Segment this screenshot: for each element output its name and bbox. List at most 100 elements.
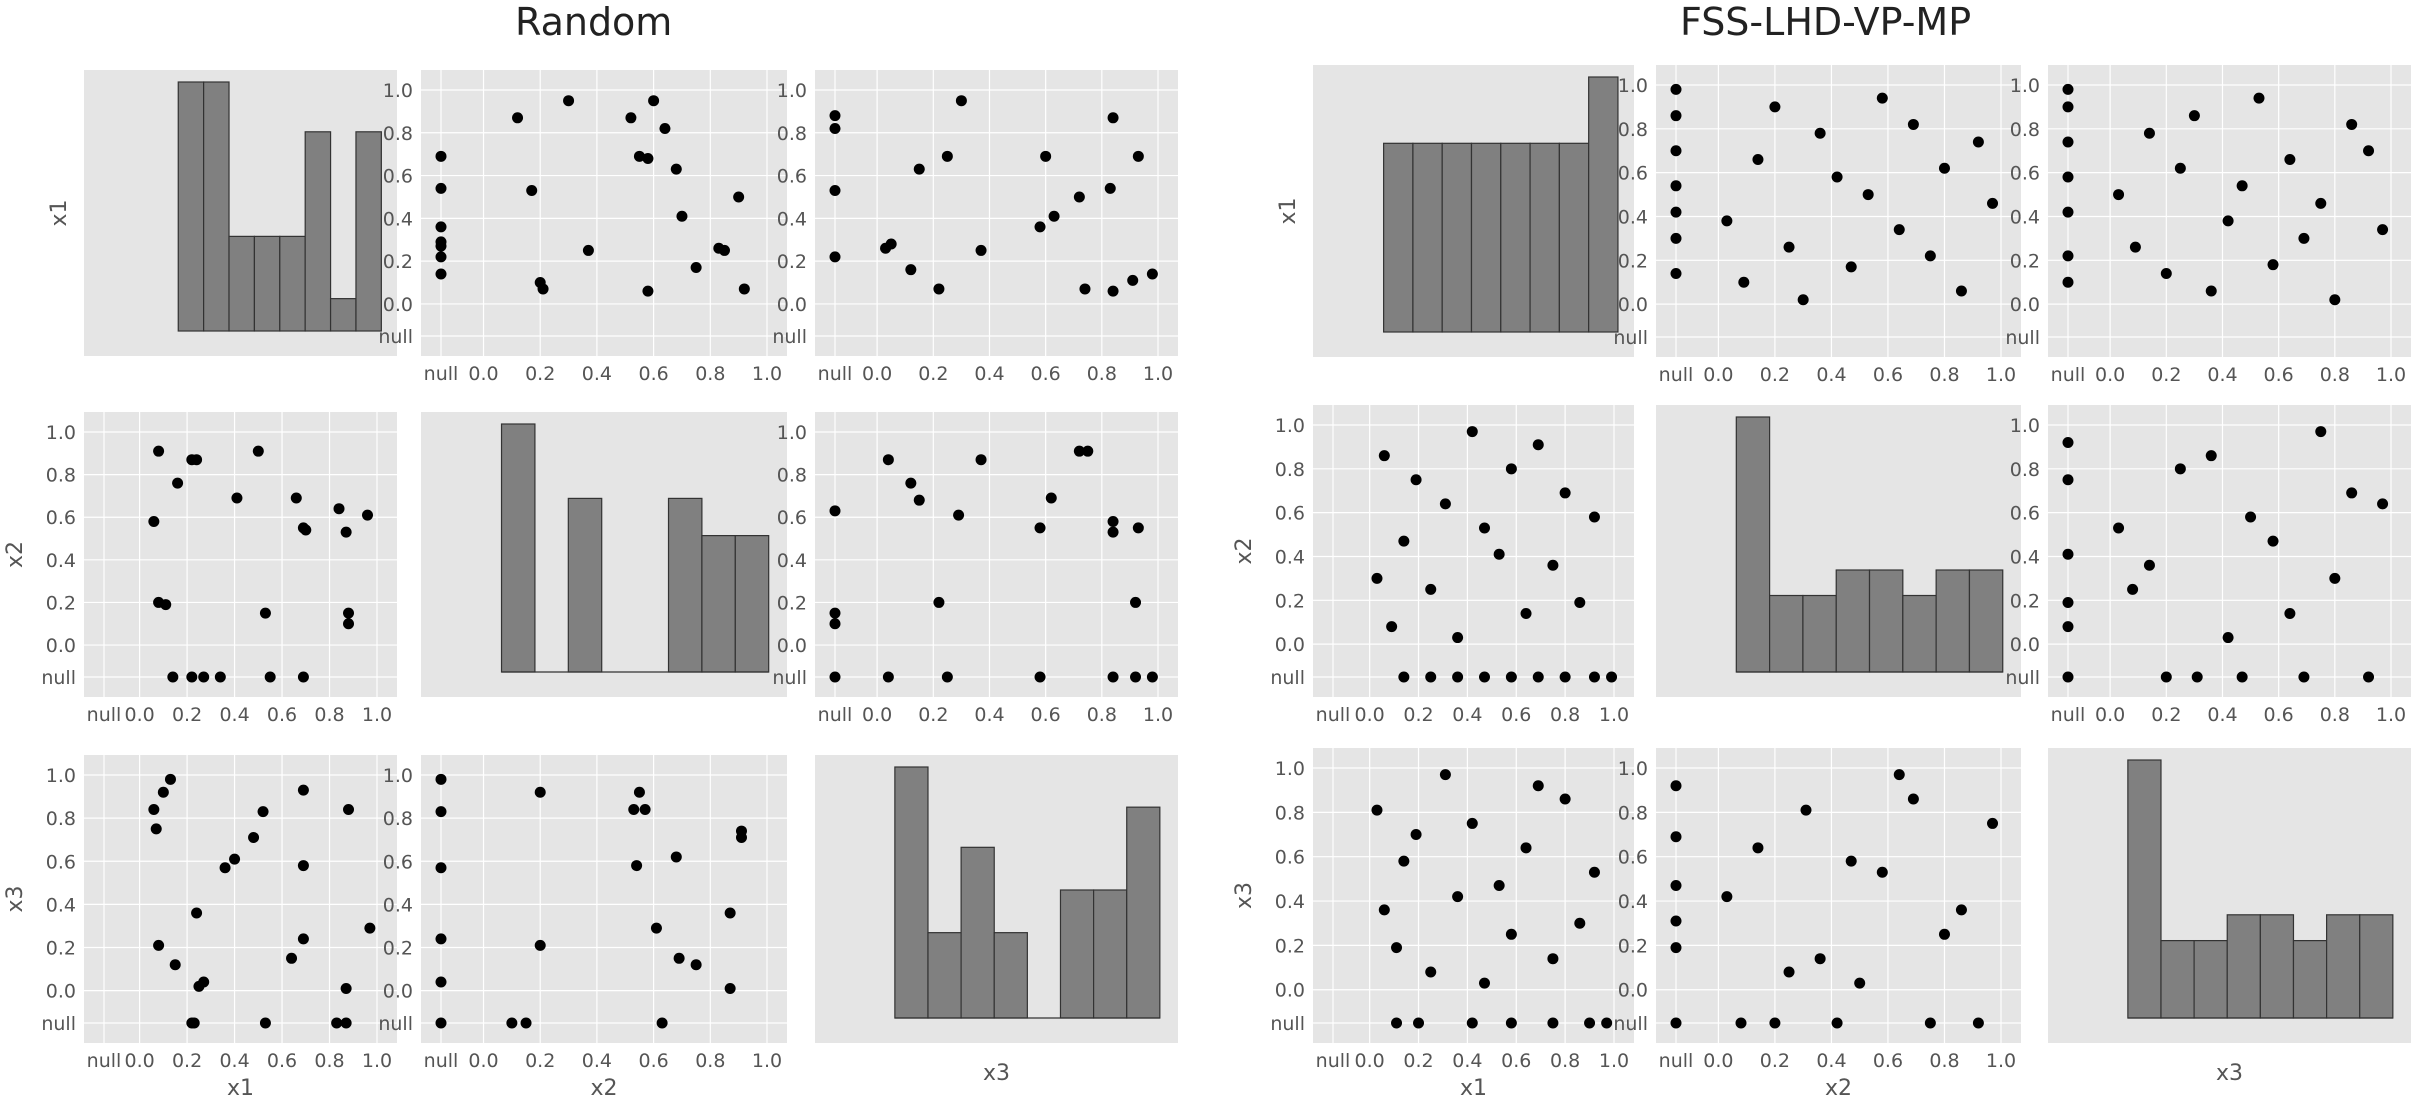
x-axis-label-x1: x1 [227, 1076, 254, 1101]
subplot-1-1-0 [1313, 405, 1634, 697]
y-tick-label: 0.6 [46, 507, 76, 529]
scatter-point [690, 959, 702, 971]
scatter-point [1532, 780, 1544, 792]
scatter-point [941, 671, 953, 683]
scatter-point [1391, 942, 1403, 954]
plot-background [1313, 405, 1634, 697]
y-tick-label: 0.2 [46, 592, 76, 614]
scatter-point [885, 238, 897, 250]
scatter-point [1924, 1017, 1936, 1029]
scatter-point [153, 445, 165, 457]
plot-background [84, 755, 397, 1043]
scatter-point [628, 804, 640, 816]
x-tick-label: 1.0 [1986, 364, 2016, 386]
y-tick-label: 0.8 [1618, 802, 1648, 824]
scatter-point [1670, 83, 1682, 95]
x-tick-label: 0.2 [1403, 1050, 1433, 1072]
scatter-point [2222, 215, 2234, 227]
scatter-point [1893, 224, 1905, 236]
histogram-bar [1802, 594, 1837, 673]
y-tick-label: 0.2 [1618, 935, 1648, 957]
x-tick-label: 0.8 [314, 704, 344, 726]
scatter-point [164, 773, 176, 785]
scatter-point [1466, 426, 1478, 438]
y-tick-label: null [1270, 667, 1305, 689]
scatter-point [169, 959, 181, 971]
subplot-0-1-0 [84, 412, 397, 697]
scatter-point [1034, 671, 1046, 683]
x-tick-label: 0.0 [468, 363, 498, 385]
scatter-point [2205, 450, 2217, 462]
scatter-point [435, 933, 447, 945]
panel-title-fss: FSS-LHD-VP-MP [1680, 0, 1972, 44]
histogram-bar [734, 534, 770, 673]
y-tick-label: 0.6 [777, 166, 807, 188]
scatter-point [340, 526, 352, 538]
scatter-point [1924, 250, 1936, 262]
y-tick-label: 1.0 [2010, 75, 2040, 97]
x-tick-label: 0.0 [1355, 704, 1385, 726]
y-axis-label-x1: x1 [47, 199, 72, 226]
scatter-point [1425, 966, 1437, 978]
x-tick-label: 0.0 [1703, 364, 1733, 386]
x-tick-label: null [1316, 704, 1351, 726]
scatter-point [2062, 206, 2074, 218]
scatter-point [1769, 1017, 1781, 1029]
y-tick-label: null [378, 326, 413, 348]
y-tick-label: 1.0 [383, 80, 413, 102]
scatter-point [1079, 283, 1091, 295]
x-tick-label: 0.6 [1031, 704, 1061, 726]
scatter-point [1520, 842, 1532, 854]
x-tick-label: 1.0 [362, 704, 392, 726]
scatter-point [343, 618, 355, 630]
y-tick-label: 1.0 [46, 765, 76, 787]
scatter-point [259, 1017, 271, 1029]
scatter-point [1410, 829, 1422, 841]
scatter-point [1466, 1017, 1478, 1029]
histogram-bar [2160, 939, 2195, 1019]
scatter-point [1107, 285, 1119, 297]
x-tick-label: 1.0 [2376, 364, 2406, 386]
x-tick-label: 0.4 [219, 704, 249, 726]
scatter-point [1584, 1017, 1596, 1029]
scatter-point [913, 163, 925, 175]
scatter-point [248, 832, 260, 844]
subplot-0-2-1 [421, 755, 787, 1043]
scatter-point [670, 851, 682, 863]
scatter-point [1876, 92, 1888, 104]
scatter-point [1505, 671, 1517, 683]
histogram-bar [1769, 594, 1804, 673]
scatter-point [1452, 671, 1464, 683]
scatter-point [1938, 928, 1950, 940]
x-tick-label: 1.0 [1986, 1050, 2016, 1072]
scatter-point [648, 95, 660, 107]
x-tick-label: 1.0 [752, 1050, 782, 1072]
x-tick-label: 0.0 [124, 704, 154, 726]
x-tick-label: null [818, 363, 853, 385]
scatter-point [2363, 145, 2375, 157]
scatter-point [933, 596, 945, 608]
scatter-point [297, 671, 309, 683]
scatter-point [1505, 928, 1517, 940]
scatter-point [1452, 632, 1464, 644]
scatter-point [297, 860, 309, 872]
x-tick-label: 0.0 [1355, 1050, 1385, 1072]
histogram-bar [960, 846, 995, 1019]
scatter-point [1410, 474, 1422, 486]
histogram-bar [993, 932, 1028, 1019]
scatter-point [1532, 439, 1544, 451]
scatter-point [1876, 866, 1888, 878]
scatter-point [1386, 621, 1398, 633]
scatter-point [2267, 535, 2279, 547]
y-tick-label: 0.0 [383, 294, 413, 316]
scatter-point [2062, 671, 2074, 683]
x-tick-label: 0.6 [267, 704, 297, 726]
scatter-point [252, 445, 264, 457]
x-tick-label: 0.2 [918, 363, 948, 385]
y-tick-label: 0.0 [777, 635, 807, 657]
y-tick-label: 0.0 [2010, 294, 2040, 316]
histogram-bar [894, 766, 929, 1019]
x-tick-label: 0.6 [1873, 364, 1903, 386]
y-tick-label: 0.2 [1275, 935, 1305, 957]
scatter-point [157, 786, 169, 798]
